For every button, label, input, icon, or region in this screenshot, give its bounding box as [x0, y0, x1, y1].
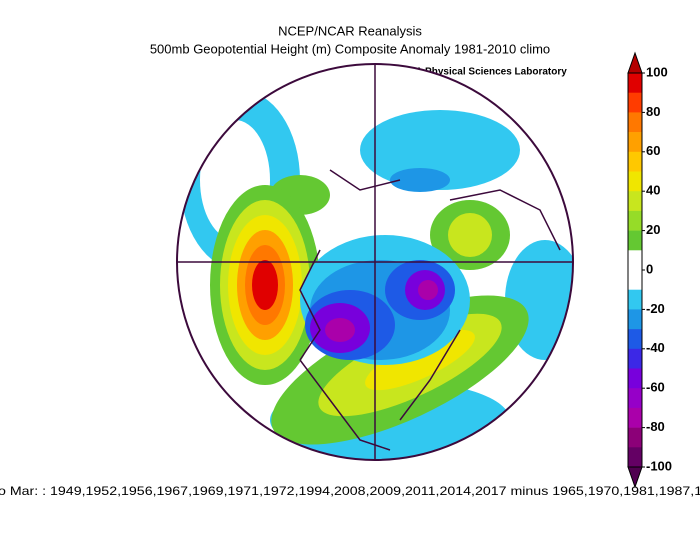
subtitle: 500mb Geopotential Height (m) Composite … [150, 41, 550, 56]
swatch [628, 388, 642, 409]
swatch [628, 447, 642, 468]
swatch [628, 112, 642, 133]
swatch [628, 368, 642, 389]
swatch [628, 73, 642, 93]
colorbar-label: 60 [646, 143, 660, 158]
swatch [628, 348, 642, 369]
swatch [628, 407, 642, 428]
swatch [628, 230, 642, 251]
colorbar-label: 20 [646, 222, 660, 237]
colorbar-label: -80 [646, 419, 665, 434]
colorbar-label: 100 [646, 64, 668, 79]
colorbar-label: -40 [646, 340, 665, 355]
colorbar-label: -60 [646, 380, 665, 395]
swatch [628, 427, 642, 448]
swatch [628, 210, 642, 231]
swatch [628, 191, 642, 212]
swatch [628, 92, 642, 113]
colorbar-label: 40 [646, 183, 660, 198]
colorbar-label: -100 [646, 458, 672, 473]
swatch [628, 171, 642, 192]
swatch [628, 270, 642, 290]
swatch [628, 289, 642, 310]
title: NCEP/NCAR Reanalysis [278, 23, 422, 38]
colorbar: 100 80 60 40 20 0 -20 -40 -60 -80 -100 [627, 51, 672, 489]
globe-outline [176, 63, 574, 461]
under-triangle [627, 466, 643, 489]
colorbar-label: 0 [646, 261, 653, 276]
swatch [628, 151, 642, 172]
over-triangle [627, 51, 643, 74]
colorbar-label: 80 [646, 104, 660, 119]
credit: NOAA Physical Sciences Laboratory [393, 67, 567, 78]
map [177, 64, 573, 460]
swatch [628, 132, 642, 153]
swatch [628, 309, 642, 330]
swatch [628, 250, 642, 271]
footer: o Mar: : 1949,1952,1956,1967,1969,1971,1… [0, 484, 700, 498]
colorbar-label: -20 [646, 301, 665, 316]
swatch [628, 329, 642, 350]
